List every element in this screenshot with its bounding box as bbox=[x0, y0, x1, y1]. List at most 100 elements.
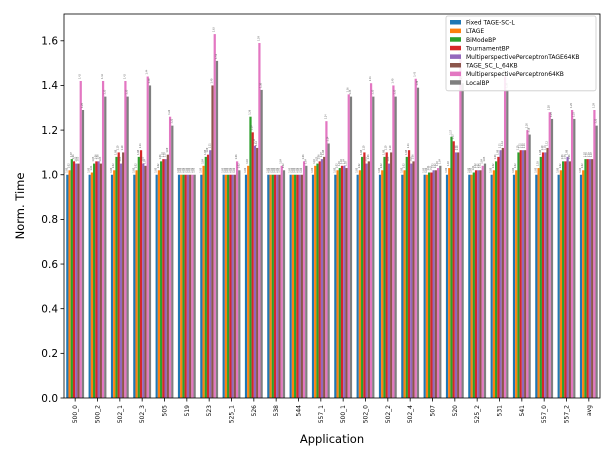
bar-value-label: 1.12 bbox=[546, 140, 549, 145]
bar-500_1-6 bbox=[347, 94, 350, 399]
bar-value-label: 1.06 bbox=[568, 154, 571, 159]
y-tick-label: 1.2 bbox=[41, 125, 58, 137]
bar-502_3-4 bbox=[142, 163, 145, 398]
bar-523-4 bbox=[209, 150, 212, 398]
bar-500_2-0 bbox=[88, 174, 91, 398]
bar-525_2-2 bbox=[472, 172, 475, 398]
x-tick-label: 500_2 bbox=[95, 405, 102, 423]
y-tick-label: 0.4 bbox=[41, 303, 58, 315]
bar-526-2 bbox=[249, 116, 252, 398]
x-tick-label: 519 bbox=[184, 405, 191, 417]
bar-value-label: 1.44 bbox=[146, 69, 149, 74]
bar-value-label: 1.00 bbox=[512, 167, 515, 172]
legend-swatch bbox=[450, 37, 461, 42]
bar-value-label: 1.00 bbox=[224, 167, 227, 172]
x-tick-label: 502_2 bbox=[385, 405, 392, 423]
bar-value-label: 1.07 bbox=[164, 152, 167, 157]
bar-538-4 bbox=[276, 174, 279, 398]
bar-520-6 bbox=[459, 58, 462, 399]
bar-502_1-2 bbox=[115, 156, 118, 398]
bar-value-label: 1.08 bbox=[566, 149, 569, 154]
bar-538-0 bbox=[267, 174, 270, 398]
bar-value-label: 1.06 bbox=[494, 154, 497, 159]
bar-value-label: 1.20 bbox=[525, 123, 528, 128]
bar-value-label: 1.02 bbox=[68, 163, 71, 168]
bar-502_4-5 bbox=[412, 161, 415, 398]
bar-value-label: 1.00 bbox=[65, 167, 68, 172]
bar-500_1-4 bbox=[343, 165, 346, 398]
bar-value-label: 1.06 bbox=[412, 154, 415, 159]
legend-swatch bbox=[450, 63, 461, 68]
bar-505-4 bbox=[164, 159, 167, 398]
bar-value-label: 1.01 bbox=[90, 165, 93, 170]
bar-value-label: 1.00 bbox=[295, 167, 298, 172]
bar-value-label: 1.00 bbox=[470, 167, 473, 172]
bar-avg-4 bbox=[588, 159, 592, 398]
bar-531-7 bbox=[506, 89, 509, 398]
bar-value-label: 1.06 bbox=[563, 154, 566, 159]
bar-value-label: 1.02 bbox=[474, 163, 477, 168]
bar-505-2 bbox=[160, 161, 163, 398]
bar-557_2-0 bbox=[557, 174, 560, 398]
bar-value-label: 1.02 bbox=[432, 163, 435, 168]
bar-557_2-6 bbox=[570, 110, 574, 398]
x-tick-label: 520 bbox=[452, 405, 459, 417]
bar-500_0-1 bbox=[68, 170, 71, 398]
bar-525_2-3 bbox=[474, 170, 478, 398]
bar-value-label: 1.00 bbox=[275, 167, 278, 172]
bar-502_0-5 bbox=[367, 161, 370, 398]
bar-502_2-0 bbox=[378, 174, 382, 398]
bar-507-3 bbox=[430, 172, 433, 398]
bar-502_0-1 bbox=[358, 170, 362, 398]
bar-value-label: 1.11 bbox=[523, 143, 526, 148]
bar-557_1-4 bbox=[320, 159, 324, 398]
bar-526-7 bbox=[260, 89, 263, 398]
bar-value-label: 1.08 bbox=[539, 149, 542, 154]
y-tick-label: 0.0 bbox=[41, 393, 58, 405]
bar-value-label: 1.00 bbox=[132, 167, 135, 172]
bar-value-label: 1.04 bbox=[202, 158, 205, 163]
bar-531-1 bbox=[492, 170, 496, 398]
bar-value-label: 1.11 bbox=[521, 143, 524, 148]
bar-531-3 bbox=[497, 156, 500, 398]
bar-502_2-4 bbox=[387, 163, 391, 398]
bar-value-label: 1.02 bbox=[581, 163, 584, 168]
bar-525_1-2 bbox=[227, 174, 230, 398]
bar-502_2-5 bbox=[390, 152, 393, 398]
bar-value-label: 1.29 bbox=[81, 103, 84, 108]
bar-value-label: 1.00 bbox=[534, 167, 537, 172]
bar-value-label: 1.00 bbox=[273, 167, 276, 172]
bar-avg-7 bbox=[595, 125, 598, 398]
bar-value-label: 1.12 bbox=[255, 140, 258, 145]
bar-557_1-3 bbox=[318, 161, 321, 398]
bar-value-label: 1.29 bbox=[592, 103, 595, 108]
x-tick-label: 523 bbox=[206, 405, 213, 417]
bar-value-label: 1.17 bbox=[449, 129, 452, 134]
x-tick-label: 544 bbox=[296, 405, 303, 417]
bar-value-label: 1.02 bbox=[559, 163, 562, 168]
bar-value-label: 1.06 bbox=[97, 154, 100, 159]
bar-value-label: 1.02 bbox=[434, 163, 437, 168]
bar-value-label: 1.22 bbox=[595, 118, 598, 123]
bar-557_1-5 bbox=[323, 156, 326, 398]
bar-value-label: 1.00 bbox=[184, 167, 187, 172]
legend-swatch bbox=[450, 71, 461, 77]
bar-507-2 bbox=[428, 172, 431, 398]
legend-swatch bbox=[450, 28, 461, 34]
y-tick-label: 1.4 bbox=[41, 80, 58, 92]
bar-502_0-3 bbox=[363, 152, 366, 398]
bar-541-5 bbox=[524, 150, 527, 398]
bar-500_2-4 bbox=[97, 161, 100, 398]
bar-502_2-7 bbox=[394, 96, 397, 398]
x-tick-label: 541 bbox=[519, 405, 526, 417]
bar-value-label: 1.04 bbox=[481, 158, 484, 163]
bar-502_2-6 bbox=[392, 85, 395, 398]
bar-507-4 bbox=[432, 170, 435, 398]
bar-value-label: 1.02 bbox=[403, 163, 406, 168]
bar-value-label: 1.01 bbox=[472, 165, 475, 170]
bar-502_0-4 bbox=[365, 163, 368, 398]
bar-value-label: 1.29 bbox=[570, 103, 573, 108]
bar-value-label: 1.42 bbox=[101, 74, 104, 79]
bar-502_4-1 bbox=[403, 170, 406, 398]
